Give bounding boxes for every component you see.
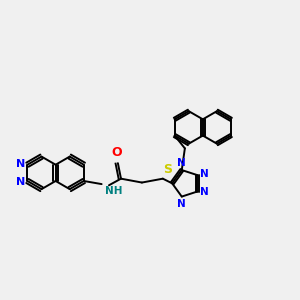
Text: N: N	[200, 169, 208, 179]
Text: O: O	[111, 146, 122, 159]
Text: S: S	[164, 163, 172, 176]
Text: NH: NH	[105, 186, 122, 196]
Text: N: N	[200, 187, 208, 197]
Text: N: N	[16, 159, 25, 169]
Text: N: N	[16, 177, 25, 187]
Text: N: N	[177, 158, 185, 168]
Text: N: N	[177, 199, 185, 209]
